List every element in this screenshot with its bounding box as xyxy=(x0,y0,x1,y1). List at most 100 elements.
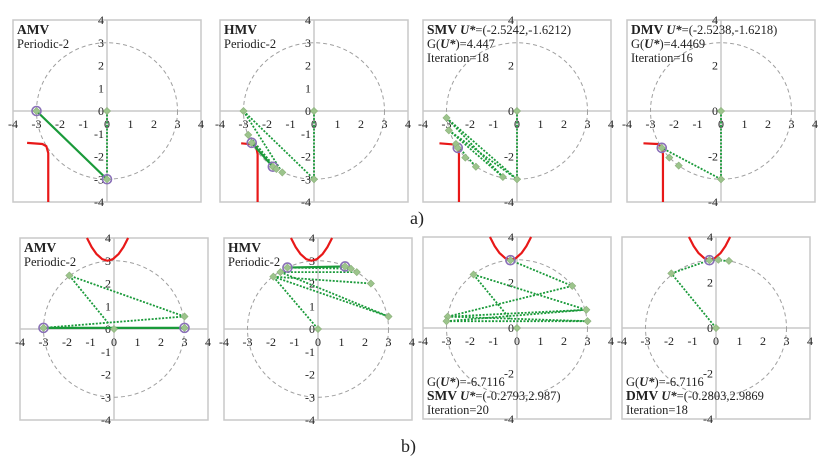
y-tick-label: 0 xyxy=(98,104,104,118)
search-path-line xyxy=(68,274,110,326)
annotation-text: =(-0.2793,2.987) xyxy=(475,389,561,403)
y-tick-label: -4 xyxy=(101,413,111,427)
x-tick-label: -4 xyxy=(418,334,428,348)
x-tick-label: -2 xyxy=(465,334,475,348)
y-tick-label: -1 xyxy=(305,345,315,359)
iteration-point xyxy=(272,164,281,174)
iteration-point xyxy=(244,130,253,139)
final-point-marker xyxy=(179,322,190,334)
y-tick-label: -2 xyxy=(703,367,713,381)
constraint-curve xyxy=(85,237,130,262)
search-path-line xyxy=(272,276,319,330)
x-tick-label: 2 xyxy=(151,117,157,131)
search-path-line xyxy=(69,274,185,318)
annotation-text: )=4.447 xyxy=(455,37,495,51)
x-tick-label: -4 xyxy=(8,117,18,131)
x-tick-label: 0 xyxy=(514,334,520,348)
annotation-text: U* xyxy=(460,389,476,403)
annotation-text: SMV xyxy=(427,22,461,37)
annotation-text: Periodic-2 xyxy=(228,255,281,269)
y-tick-label: -2 xyxy=(708,150,718,164)
final-point-marker xyxy=(38,322,49,334)
annotation-text: G( xyxy=(427,375,441,389)
annotation-text: SMV xyxy=(427,388,461,403)
y-tick-label: 4 xyxy=(105,231,111,245)
x-tick-label: -4 xyxy=(622,117,632,131)
iteration-point xyxy=(716,106,726,116)
x-tick-label: 1 xyxy=(538,334,544,348)
x-tick-label: 2 xyxy=(358,117,364,131)
annotation-line: G(U*)=4.447 xyxy=(427,37,571,51)
iteration-point xyxy=(239,106,248,116)
x-tick-label: 3 xyxy=(386,335,392,349)
x-tick-label: 3 xyxy=(784,334,790,348)
y-tick-label: 0 xyxy=(712,104,718,118)
x-tick-label: 0 xyxy=(311,117,317,131)
y-tick-label: 1 xyxy=(105,299,111,313)
x-tick-label: -1 xyxy=(286,117,296,131)
annotation-line: Iteration=20 xyxy=(427,403,561,417)
annotation-text: U* xyxy=(639,375,655,389)
x-tick-label: -1 xyxy=(489,334,499,348)
y-tick-label: 2 xyxy=(105,277,111,291)
annotation-line: G(U*)=-6.7116 xyxy=(626,375,764,389)
x-tick-label: 1 xyxy=(335,117,341,131)
x-tick-label: 3 xyxy=(585,117,591,131)
y-tick-label: 2 xyxy=(707,276,713,290)
x-tick-label: 1 xyxy=(538,117,544,131)
iteration-point xyxy=(512,175,522,184)
iteration-point xyxy=(506,256,515,265)
x-tick-label: 3 xyxy=(585,334,591,348)
plot-area: -4 -3 -2 -1 0 1 2 3 4 -4 -2 0 2 4 xyxy=(418,13,614,209)
search-path-line xyxy=(447,285,573,318)
x-tick-label: -2 xyxy=(465,117,475,131)
annotation-text: U* xyxy=(666,23,682,37)
panel-b4: -4 -3 -2 -1 0 1 2 3 4 -4 -2 0 2 4 G(U*)=-6.7116 DMV U*=… xyxy=(617,230,813,426)
x-tick-label: 2 xyxy=(561,117,567,131)
panel-annotation: HMV Periodic-2 xyxy=(224,23,276,52)
iteration-point xyxy=(714,255,723,264)
final-point-marker xyxy=(505,254,516,266)
y-tick-label: 3 xyxy=(98,36,104,50)
y-tick-label: -2 xyxy=(301,150,311,164)
iteration-point xyxy=(667,269,676,278)
x-tick-label: -1 xyxy=(489,117,499,131)
annotation-text: G( xyxy=(631,37,645,51)
annotation-text: =(-0.2803,2.9869 xyxy=(676,389,764,403)
y-tick-label: 2 xyxy=(309,277,315,291)
x-tick-label: -4 xyxy=(617,334,627,348)
iteration-point xyxy=(674,161,683,170)
x-tick-label: -3 xyxy=(32,117,42,131)
annotation-text: Periodic-2 xyxy=(17,37,70,51)
annotation-line: HMV xyxy=(228,241,280,255)
y-tick-label: 4 xyxy=(305,13,311,27)
x-tick-label: -4 xyxy=(418,117,428,131)
y-tick-label: 4 xyxy=(712,13,718,27)
iteration-point xyxy=(498,172,507,181)
y-tick-label: -4 xyxy=(504,195,514,209)
converged-path-line xyxy=(250,142,274,168)
iteration-point xyxy=(283,263,292,272)
x-tick-label: 1 xyxy=(737,334,743,348)
search-path-line xyxy=(670,272,717,329)
x-tick-label: 4 xyxy=(198,117,204,131)
converged-path-line xyxy=(287,265,346,269)
search-path-line xyxy=(671,259,710,275)
iteration-point xyxy=(453,143,462,152)
y-tick-label: 2 xyxy=(508,276,514,290)
x-tick-label: -4 xyxy=(219,335,229,349)
annotation-text: )=-6.7116 xyxy=(455,375,505,389)
x-tick-label: 0 xyxy=(104,117,110,131)
annotation-text: AMV xyxy=(24,240,57,255)
panel-b3: -4 -3 -2 -1 0 1 2 3 4 -4 -2 0 2 4 G(U*)=-6.7116 SMV U*=… xyxy=(418,230,614,426)
y-tick-label: -1 xyxy=(101,345,111,359)
x-tick-label: -3 xyxy=(646,117,656,131)
x-tick-label: -3 xyxy=(442,117,452,131)
iteration-point xyxy=(724,256,733,265)
final-point-marker xyxy=(282,262,293,273)
panel-annotation: SMV U*=(-2.5242,-1.6212) G(U*)=4.447 Itera… xyxy=(427,22,571,66)
panel-b2: -4 -3 -2 -1 0 1 2 3 4 -4 -3 -2 -1 0 1 2 3 4 HMV Periodic-2 xyxy=(219,231,415,427)
y-tick-label: -1 xyxy=(94,127,104,141)
final-point-marker xyxy=(704,254,715,266)
